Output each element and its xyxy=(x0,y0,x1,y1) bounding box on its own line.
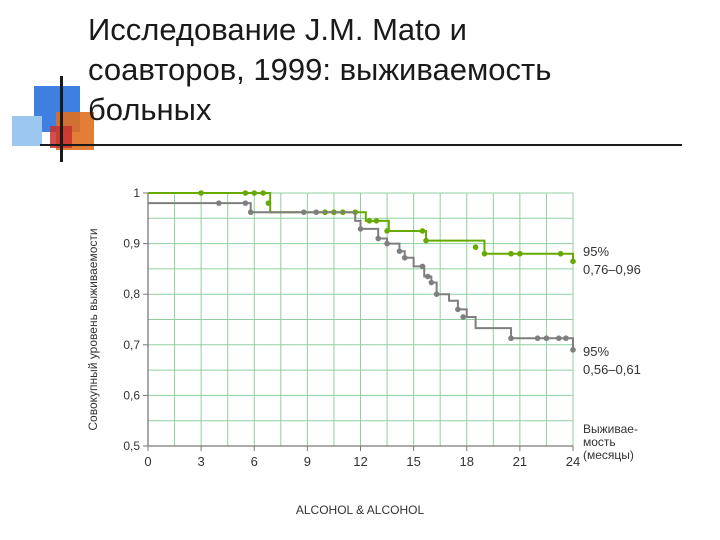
x-tick-label: 24 xyxy=(566,454,580,469)
title-rule xyxy=(40,144,682,146)
title-line: соавторов, 1999: выживаемость xyxy=(88,52,552,87)
series-marker xyxy=(433,291,440,298)
x-tick-label: 15 xyxy=(406,454,420,469)
series-marker xyxy=(472,244,479,250)
series-marker xyxy=(557,250,564,257)
series-marker xyxy=(384,228,390,234)
series-marker xyxy=(401,254,408,261)
x-tick-label: 9 xyxy=(304,454,311,469)
series-marker xyxy=(534,335,541,342)
series-marker xyxy=(570,258,576,265)
series-marker xyxy=(428,279,435,286)
series-marker xyxy=(481,250,488,257)
series-marker xyxy=(265,200,272,206)
confidence-annotation-line: 95% xyxy=(583,344,609,359)
series-marker xyxy=(396,248,403,254)
series-marker xyxy=(423,237,429,244)
series-marker xyxy=(301,209,307,216)
x-tick-label: 6 xyxy=(251,454,258,469)
title-line: Исследование J.M. Mato и xyxy=(88,12,467,47)
series-marker xyxy=(373,218,380,224)
x-tick-label: 0 xyxy=(144,454,151,469)
x-tick-label: 21 xyxy=(513,454,527,469)
x-tick-label: 12 xyxy=(353,454,367,469)
series-marker xyxy=(556,335,562,342)
series-marker xyxy=(517,250,523,257)
confidence-annotation-line: 0,56–0,61 xyxy=(583,362,641,377)
series-marker xyxy=(242,200,249,206)
y-tick-label: 1 xyxy=(133,186,140,200)
series-marker xyxy=(424,273,431,280)
series-marker xyxy=(563,335,569,342)
series-marker xyxy=(247,209,254,216)
deco-light-square xyxy=(12,116,42,146)
series-marker xyxy=(242,190,249,196)
corner-decoration xyxy=(12,76,94,162)
footer-source: ALCOHOL & ALCOHOL xyxy=(295,503,425,517)
series-marker xyxy=(543,335,550,342)
slide-title: Исследование J.M. Mato и соавторов, 1999… xyxy=(88,10,708,130)
y-tick-label: 0,5 xyxy=(123,439,140,453)
series-marker xyxy=(313,209,320,216)
confidence-annotation-line: 95% xyxy=(583,244,609,259)
series-marker xyxy=(455,306,461,313)
series-marker xyxy=(384,240,390,247)
series-marker xyxy=(260,190,266,196)
series-marker xyxy=(419,228,426,234)
y-tick-label: 0,8 xyxy=(123,287,140,301)
series-marker xyxy=(508,335,514,342)
y-tick-label: 0,7 xyxy=(123,338,140,352)
series-marker xyxy=(570,347,576,353)
series-marker xyxy=(419,263,426,270)
x-axis-label-line: мость xyxy=(583,435,616,449)
series-marker xyxy=(460,314,467,320)
x-tick-label: 18 xyxy=(460,454,474,469)
y-tick-label: 0,6 xyxy=(123,388,140,402)
series-marker xyxy=(366,218,373,224)
series-marker xyxy=(198,190,204,196)
title-line: больных xyxy=(88,92,212,127)
series-marker xyxy=(357,226,364,232)
series-marker xyxy=(251,190,258,196)
x-axis-label-line: Выживае- xyxy=(583,422,638,436)
series-marker xyxy=(375,235,382,242)
x-tick-label: 3 xyxy=(198,454,205,469)
y-tick-label: 0,9 xyxy=(123,237,140,251)
series-marker xyxy=(216,200,222,206)
x-axis-label-line: (месяцы) xyxy=(583,448,634,462)
series-marker xyxy=(508,250,514,257)
y-axis-label: Совокупный уровень выживаемости xyxy=(86,228,100,430)
deco-vertical-bar xyxy=(60,76,63,162)
confidence-annotation-line: 0,76–0,96 xyxy=(583,262,641,277)
